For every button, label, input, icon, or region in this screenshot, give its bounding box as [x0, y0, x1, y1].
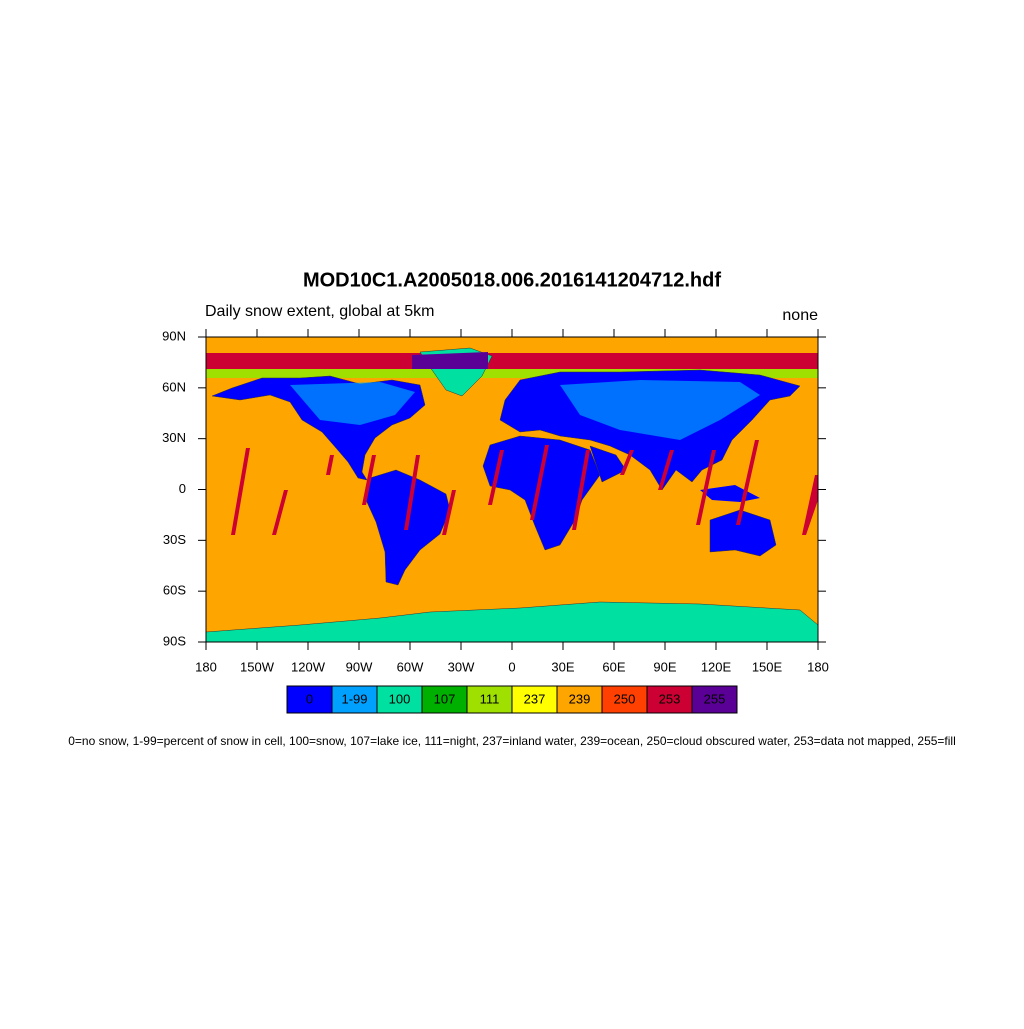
y-tick-label: 30S	[163, 532, 186, 547]
x-tick-label: 90E	[653, 659, 676, 674]
snow-na	[290, 382, 415, 425]
map-title: MOD10C1.A2005018.006.2016141204712.hdf	[303, 269, 721, 291]
legend-swatch	[691, 685, 738, 714]
y-tick-label: 60S	[163, 583, 186, 598]
x-tick-label: 120W	[291, 659, 326, 674]
x-tick-label: 180	[807, 659, 829, 674]
legend-swatch	[556, 685, 603, 714]
legend-swatch	[421, 685, 468, 714]
legend-swatch	[286, 685, 333, 714]
y-tick-label: 30N	[162, 430, 186, 445]
map-right-label: none	[782, 307, 818, 324]
night-band	[206, 369, 818, 378]
legend-label: 1-99	[341, 691, 367, 706]
map-subtitle: Daily snow extent, global at 5km	[205, 303, 434, 320]
x-tick-label: 30E	[551, 659, 574, 674]
x-tick-label: 120E	[701, 659, 732, 674]
legend-label: 255	[704, 691, 726, 706]
y-tick-label: 90N	[162, 328, 186, 343]
greenland-fill	[412, 352, 488, 369]
legend-swatch	[331, 685, 378, 714]
legend-label: 100	[389, 691, 411, 706]
legend-label: 239	[569, 691, 591, 706]
legend-label: 237	[524, 691, 546, 706]
africa	[482, 435, 601, 551]
legend-swatch	[601, 685, 648, 714]
x-tick-label: 150E	[752, 659, 783, 674]
not-mapped-band	[206, 353, 818, 369]
swath-gaps	[231, 440, 818, 535]
x-tick-label: 90W	[346, 659, 373, 674]
x-tick-label: 150W	[240, 659, 275, 674]
x-tick-label: 0	[508, 659, 515, 674]
x-tick-label: 60W	[397, 659, 424, 674]
y-tick-label: 0	[179, 481, 186, 496]
legend-swatch	[376, 685, 423, 714]
legend-swatch	[511, 685, 558, 714]
legend-label: 107	[434, 691, 456, 706]
x-tick-label: 30W	[448, 659, 475, 674]
australia	[709, 509, 777, 557]
x-tick-label: 180	[195, 659, 217, 674]
legend-label: 250	[614, 691, 636, 706]
y-tick-label: 90S	[163, 633, 186, 648]
snow-asia	[560, 380, 760, 440]
legend-swatch	[466, 685, 513, 714]
legend-label: 111	[480, 691, 500, 706]
map-area	[205, 336, 819, 643]
y-tick-label: 60N	[162, 379, 186, 394]
legend-label: 253	[659, 691, 681, 706]
x-tick-label: 60E	[602, 659, 625, 674]
footnote: 0=no snow, 1-99=percent of snow in cell,…	[68, 734, 956, 748]
legend-label: 0	[306, 691, 313, 706]
